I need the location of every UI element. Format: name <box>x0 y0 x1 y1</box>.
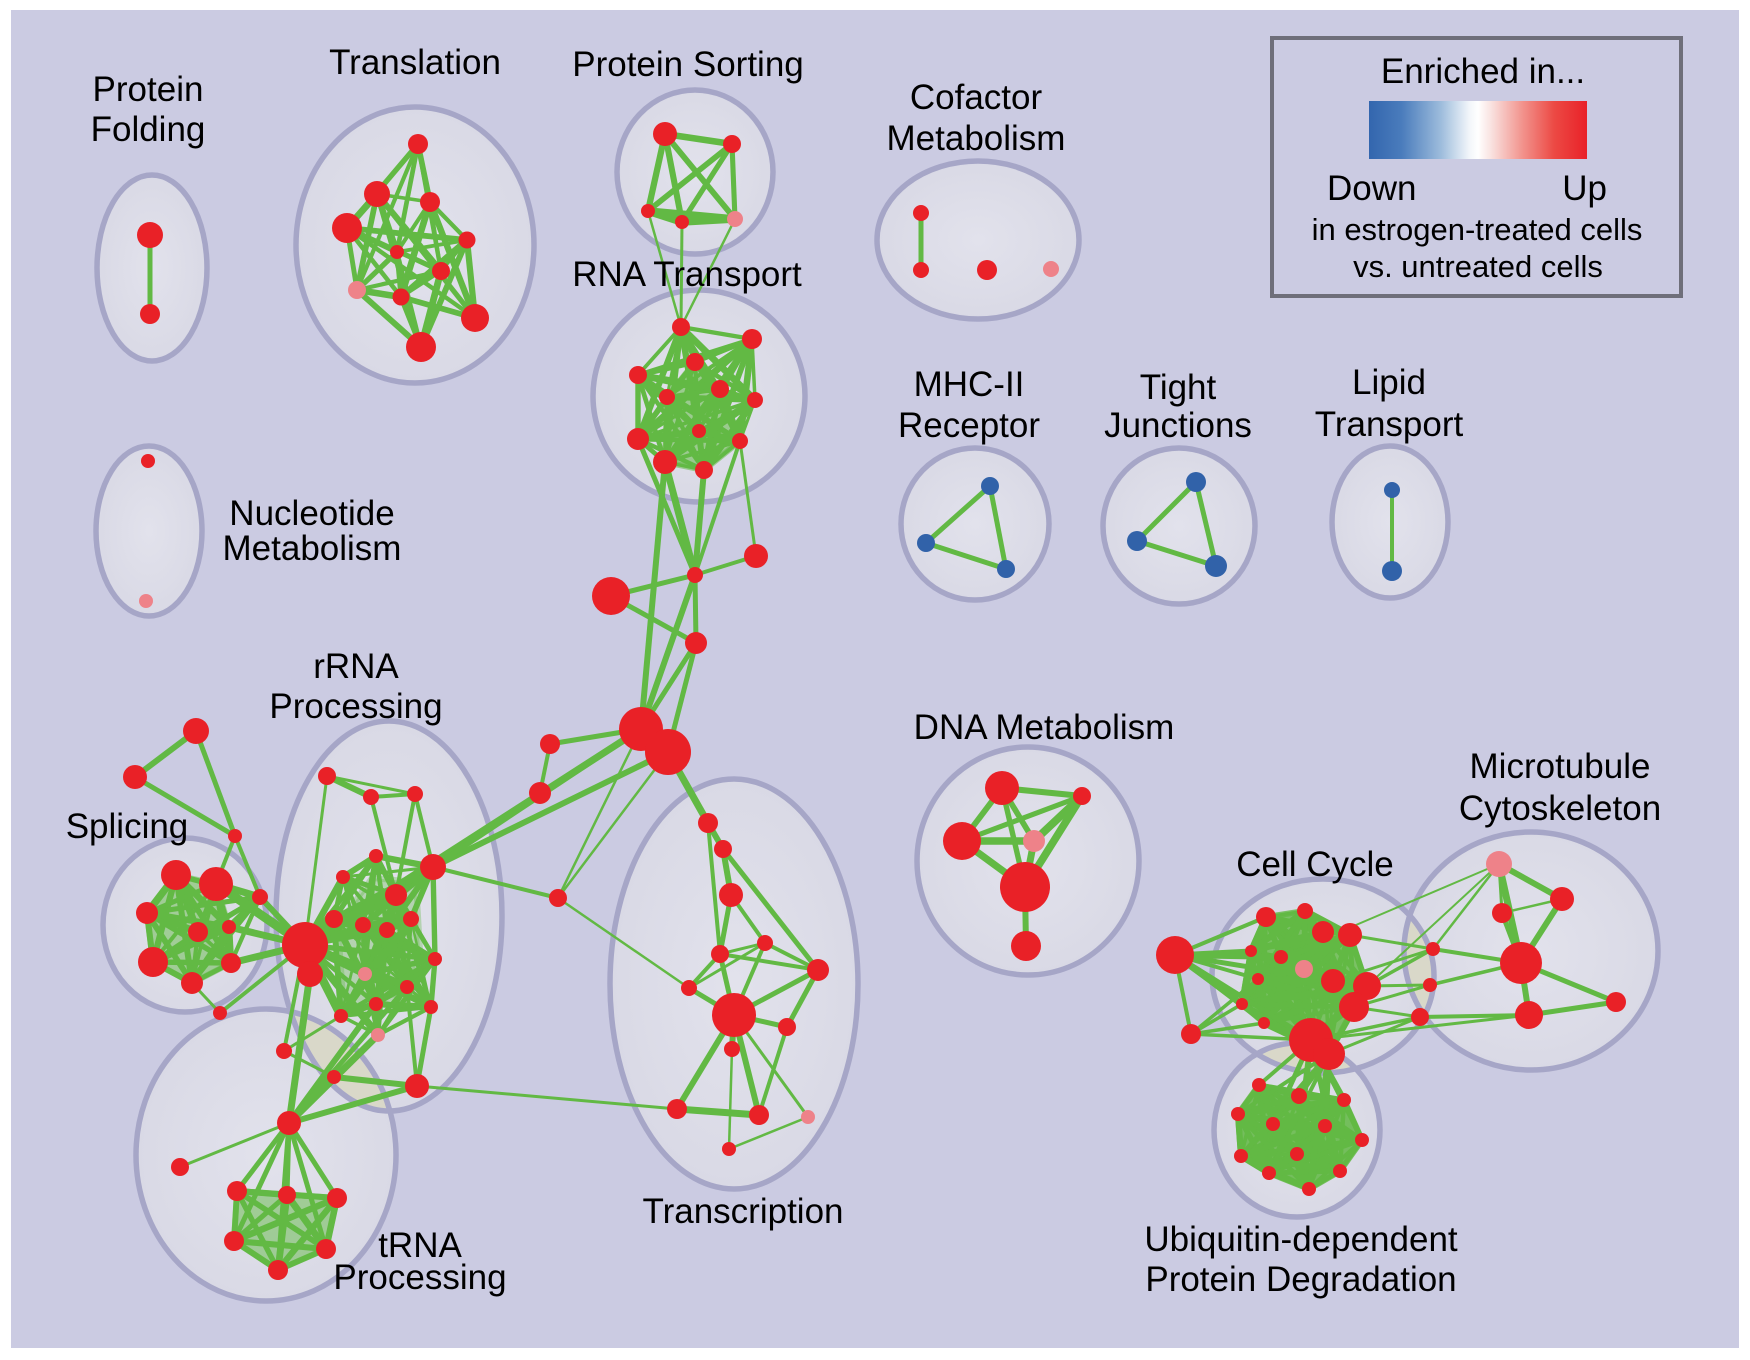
svg-text:Splicing: Splicing <box>66 807 189 846</box>
svg-text:Folding: Folding <box>91 110 206 149</box>
svg-text:Up: Up <box>1562 169 1607 208</box>
svg-text:Translation: Translation <box>329 43 501 82</box>
svg-text:Tight: Tight <box>1140 368 1217 407</box>
svg-text:Transcription: Transcription <box>643 1192 844 1231</box>
svg-text:vs. untreated cells: vs. untreated cells <box>1353 249 1603 284</box>
svg-text:in estrogen-treated cells: in estrogen-treated cells <box>1312 212 1643 247</box>
svg-text:Enriched in...: Enriched in... <box>1381 52 1585 91</box>
svg-text:Metabolism: Metabolism <box>887 119 1066 158</box>
svg-text:Microtubule: Microtubule <box>1470 747 1651 786</box>
svg-text:Processing: Processing <box>269 687 442 726</box>
svg-text:Ubiquitin-dependent: Ubiquitin-dependent <box>1144 1220 1458 1259</box>
svg-text:Lipid: Lipid <box>1352 363 1426 402</box>
svg-text:Processing: Processing <box>333 1258 506 1297</box>
svg-text:Protein: Protein <box>93 70 204 109</box>
svg-text:MHC-II: MHC-II <box>914 365 1025 404</box>
svg-text:Down: Down <box>1327 169 1416 208</box>
svg-text:Cell Cycle: Cell Cycle <box>1236 845 1394 884</box>
svg-text:DNA Metabolism: DNA Metabolism <box>914 708 1175 747</box>
svg-text:RNA Transport: RNA Transport <box>572 255 802 294</box>
svg-text:Metabolism: Metabolism <box>223 529 402 568</box>
svg-text:Protein Degradation: Protein Degradation <box>1145 1260 1456 1299</box>
svg-text:Junctions: Junctions <box>1104 406 1252 445</box>
svg-text:Nucleotide: Nucleotide <box>229 494 394 533</box>
svg-text:Protein Sorting: Protein Sorting <box>572 45 804 84</box>
svg-text:Receptor: Receptor <box>898 406 1040 445</box>
svg-text:tRNA: tRNA <box>378 1226 462 1265</box>
svg-text:rRNA: rRNA <box>313 647 399 686</box>
svg-text:Cytoskeleton: Cytoskeleton <box>1459 789 1661 828</box>
svg-text:Transport: Transport <box>1315 405 1464 444</box>
svg-text:Cofactor: Cofactor <box>910 78 1043 117</box>
